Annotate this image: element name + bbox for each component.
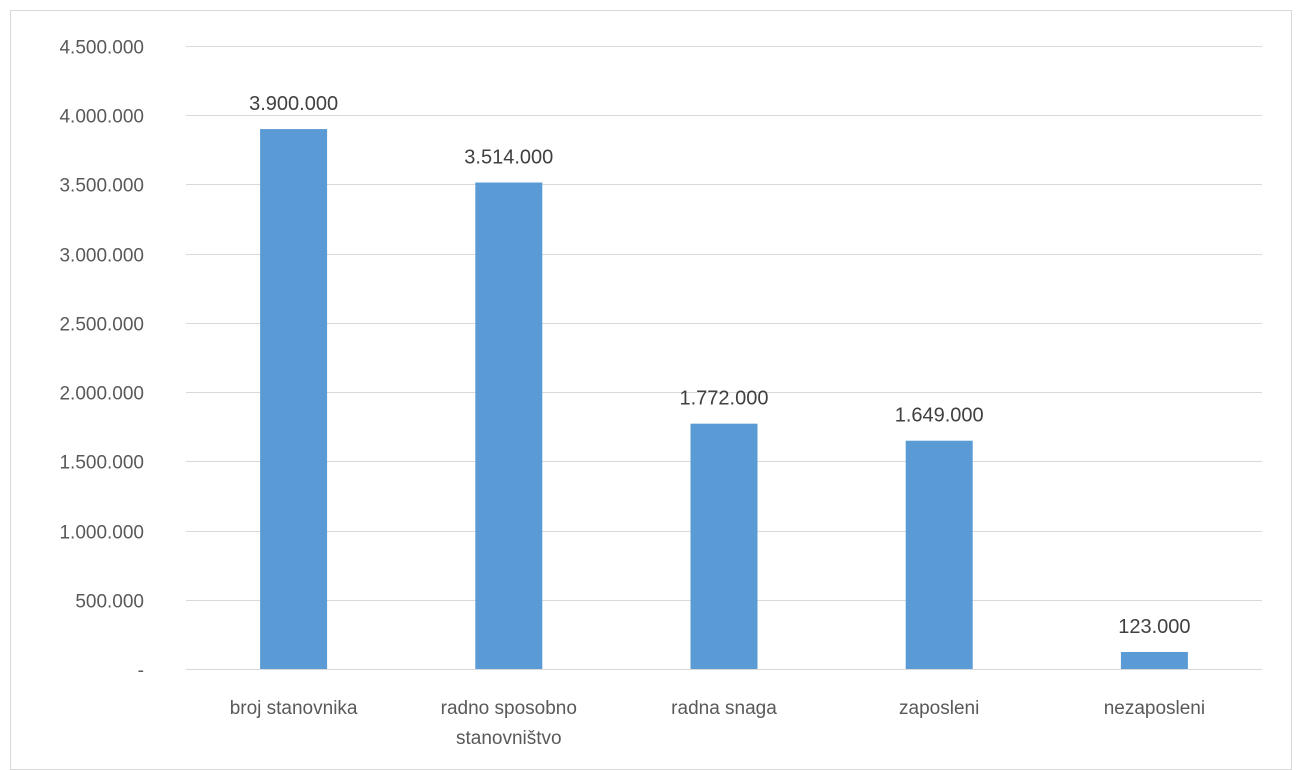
y-tick-label: 2.500.000 bbox=[59, 315, 144, 336]
y-tick-label: 3.000.000 bbox=[59, 246, 144, 267]
category-label: zaposleni bbox=[899, 698, 979, 719]
category-label: broj stanovnika bbox=[230, 698, 358, 719]
y-tick-label: 4.500.000 bbox=[59, 38, 144, 59]
data-label: 1.772.000 bbox=[680, 388, 769, 410]
y-tick-label: 3.500.000 bbox=[59, 176, 144, 197]
category-label: radno sposobno bbox=[441, 698, 577, 719]
data-label: 1.649.000 bbox=[895, 405, 984, 427]
data-labels: 3.900.000 3.514.000 1.772.000 1.649.000 123.… bbox=[249, 93, 1190, 638]
data-label: 123.000 bbox=[1118, 616, 1190, 638]
y-tick-label: - bbox=[138, 661, 144, 682]
bar bbox=[690, 423, 758, 669]
bars bbox=[260, 129, 1188, 670]
data-label: 3.514.000 bbox=[464, 147, 553, 169]
y-tick-label: 4.000.000 bbox=[59, 107, 144, 128]
bar bbox=[260, 129, 328, 670]
category-label: nezaposleni bbox=[1104, 698, 1205, 719]
category-label: radna snaga bbox=[671, 698, 777, 719]
y-tick-label: 500.000 bbox=[75, 592, 144, 613]
bar bbox=[1120, 651, 1188, 669]
gridlines bbox=[186, 46, 1262, 670]
category-labels: broj stanovnika radno sposobno stanovništv… bbox=[230, 698, 1205, 749]
y-tick-label: 1.000.000 bbox=[59, 523, 144, 544]
bar bbox=[475, 182, 543, 669]
y-tick-label: 2.000.000 bbox=[59, 384, 144, 405]
category-label: stanovništvo bbox=[456, 728, 562, 749]
bar bbox=[905, 440, 973, 669]
chart-frame bbox=[10, 10, 1292, 770]
data-label: 3.900.000 bbox=[249, 93, 338, 115]
y-axis-tick-labels: - 500.000 1.000.000 1.500.000 2.000.000 2.500… bbox=[59, 38, 144, 682]
y-tick-label: 1.500.000 bbox=[59, 453, 144, 474]
